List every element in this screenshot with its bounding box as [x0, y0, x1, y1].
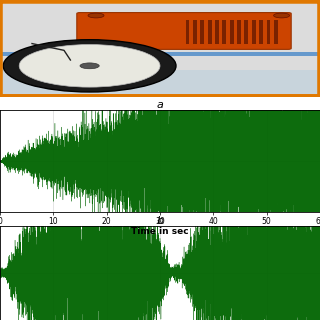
Bar — [200, 20, 204, 44]
Circle shape — [88, 13, 104, 18]
Bar — [274, 20, 278, 44]
Text: b: b — [156, 215, 164, 226]
Circle shape — [3, 40, 176, 92]
Bar — [0, 52, 320, 56]
Bar — [252, 20, 256, 44]
Bar — [186, 20, 189, 44]
Bar — [222, 20, 226, 44]
Bar — [267, 20, 270, 44]
Bar — [0, 70, 320, 97]
Bar — [244, 20, 248, 44]
Circle shape — [274, 13, 290, 18]
Bar — [230, 20, 234, 44]
Bar — [193, 20, 197, 44]
FancyBboxPatch shape — [77, 12, 291, 49]
Circle shape — [80, 63, 99, 69]
Bar — [0, 0, 320, 70]
Bar — [208, 20, 212, 44]
Bar — [215, 20, 219, 44]
Bar — [259, 20, 263, 44]
Text: a: a — [156, 100, 164, 110]
X-axis label: Time in sec: Time in sec — [131, 227, 189, 236]
Circle shape — [19, 44, 160, 87]
Bar — [237, 20, 241, 44]
